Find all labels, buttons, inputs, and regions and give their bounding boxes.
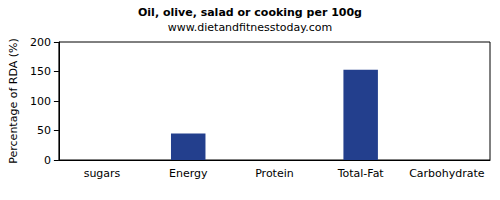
svg-text:Oil, olive, salad or cooking p: Oil, olive, salad or cooking per 100g bbox=[138, 6, 362, 19]
svg-text:Protein: Protein bbox=[255, 167, 294, 180]
svg-text:www.dietandfitnesstoday.com: www.dietandfitnesstoday.com bbox=[168, 21, 332, 34]
svg-text:0: 0 bbox=[44, 154, 51, 167]
svg-text:150: 150 bbox=[30, 65, 51, 78]
svg-text:50: 50 bbox=[37, 124, 51, 137]
svg-text:Carbohydrate: Carbohydrate bbox=[409, 167, 485, 180]
svg-text:Energy: Energy bbox=[169, 167, 208, 180]
svg-text:200: 200 bbox=[30, 36, 51, 49]
svg-text:sugars: sugars bbox=[84, 167, 121, 180]
svg-text:100: 100 bbox=[30, 95, 51, 108]
svg-text:Total-Fat: Total-Fat bbox=[337, 167, 385, 180]
svg-text:Percentage of RDA (%): Percentage of RDA (%) bbox=[7, 38, 20, 163]
